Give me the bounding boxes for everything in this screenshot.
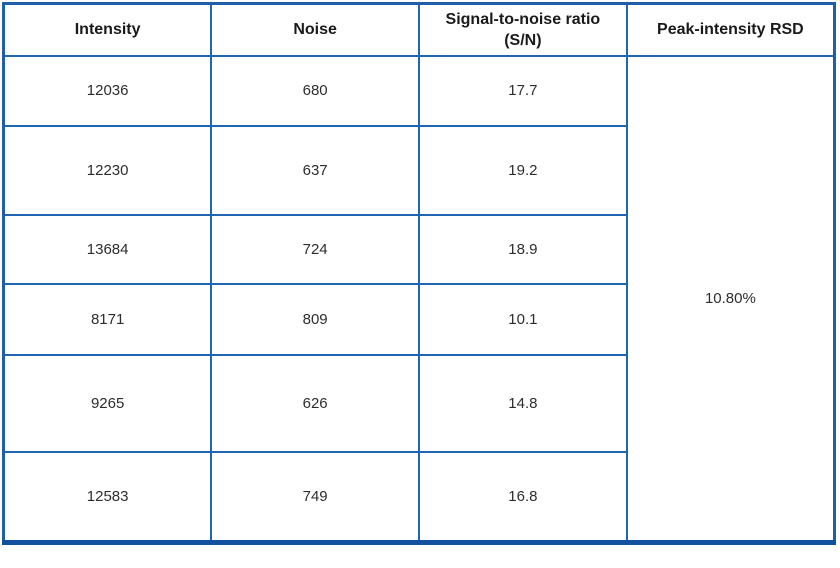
cell-noise: 626: [210, 353, 420, 453]
header-cell-peak-intensity-rsd: Peak-intensity RSD: [625, 2, 836, 57]
cell-intensity: 12583: [2, 450, 213, 544]
snr-results-table: Intensity Noise Signal-to-noise ratio (S…: [2, 2, 836, 545]
table-row: 12583 749 16.8: [2, 450, 835, 544]
cell-snr: 17.7: [418, 54, 628, 127]
cell-noise: 724: [210, 213, 420, 285]
cell-intensity: 12230: [2, 124, 213, 216]
cell-noise: 637: [210, 124, 420, 216]
cell-intensity: 12036: [2, 54, 213, 127]
table-row: 12230 637 19.2: [2, 124, 835, 216]
table-row: 9265 626 14.8: [2, 353, 835, 453]
table-row: 13684 724 18.9: [2, 213, 835, 285]
cell-intensity: 13684: [2, 213, 213, 285]
cell-snr: 18.9: [418, 213, 628, 285]
cell-snr: 16.8: [418, 450, 628, 544]
cell-snr: 14.8: [418, 353, 628, 453]
cell-intensity: 8171: [2, 282, 213, 356]
table-row: 8171 809 10.1: [2, 282, 835, 356]
header-cell-signal-to-noise: Signal-to-noise ratio (S/N): [418, 2, 628, 57]
header-cell-intensity: Intensity: [2, 2, 213, 57]
header-cell-noise: Noise: [210, 2, 420, 57]
cell-noise: 809: [210, 282, 420, 356]
table-row: 12036 680 17.7 10.80%: [2, 54, 836, 544]
table-header-row: Intensity Noise Signal-to-noise ratio (S…: [2, 2, 836, 57]
cell-snr: 10.1: [418, 282, 628, 356]
cell-noise: 680: [210, 54, 420, 127]
cell-intensity: 9265: [2, 353, 213, 453]
cell-snr: 19.2: [418, 124, 628, 216]
cell-peak-intensity-rsd-value: 10.80%: [625, 54, 836, 544]
cell-noise: 749: [210, 450, 420, 544]
